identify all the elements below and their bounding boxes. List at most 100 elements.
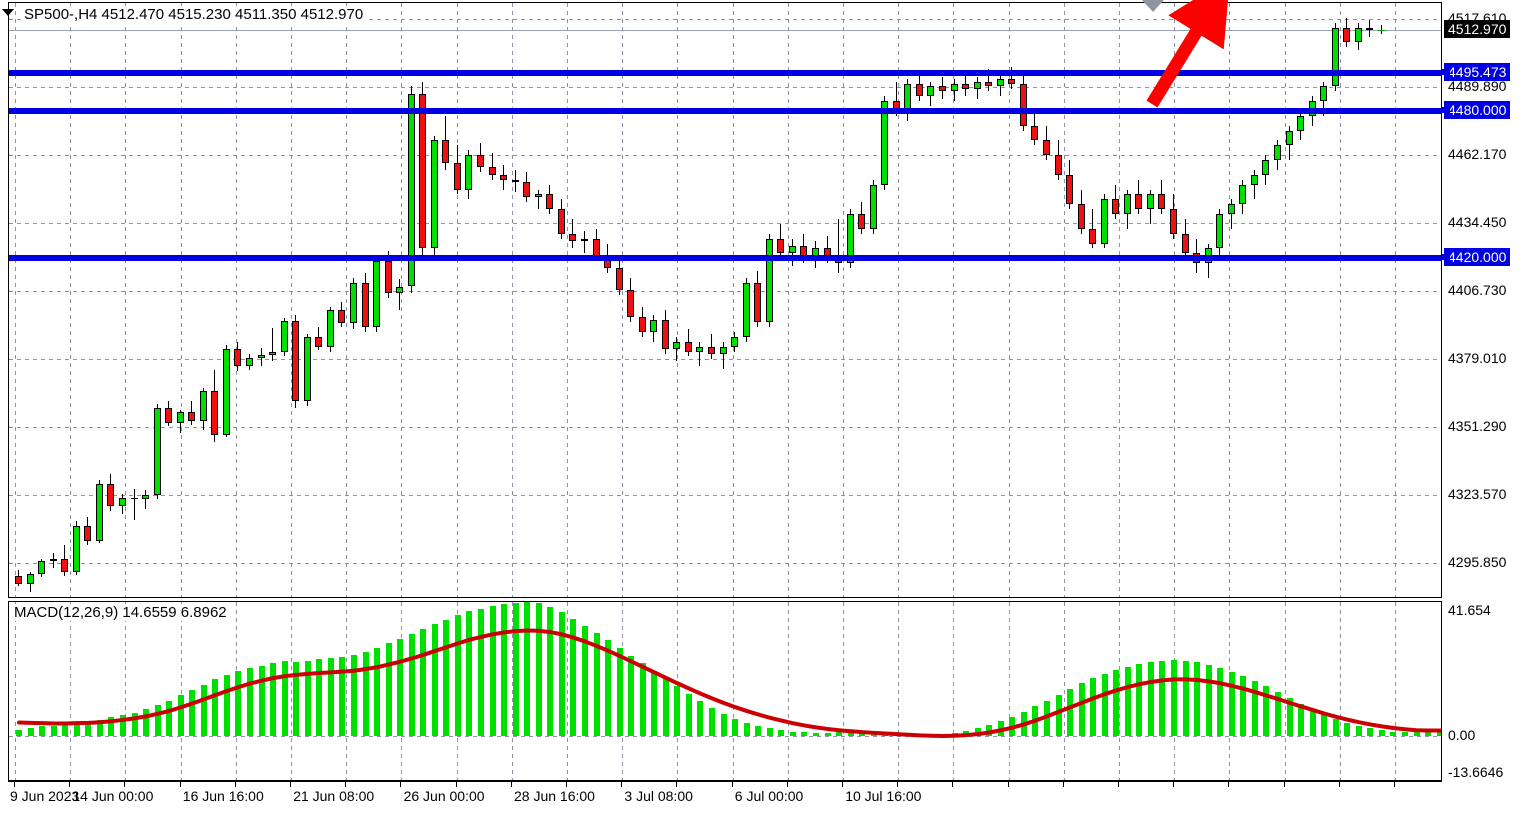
macd-indicator-panel[interactable] — [8, 601, 1442, 781]
candle-body-bearish — [1066, 174, 1074, 205]
candlestick — [523, 3, 531, 597]
candle-body-bearish — [315, 336, 323, 347]
candle-body-bearish — [188, 411, 196, 422]
candle-body-bearish — [939, 86, 946, 92]
time-axis-notch — [290, 782, 291, 787]
candlestick — [881, 3, 889, 597]
candle-body-bullish — [257, 355, 265, 358]
macd-vertical-gridline — [15, 602, 16, 780]
macd-histogram-bar — [1182, 660, 1189, 737]
level-price-badge[interactable]: 4495.473 — [1444, 63, 1511, 82]
candle-body-bearish — [858, 214, 866, 229]
candle-body-bearish — [477, 155, 484, 168]
price-level-line-4480.000[interactable] — [9, 108, 1441, 114]
vertical-gridline — [622, 3, 624, 597]
time-tick-label: 6 Jul 00:00 — [734, 788, 804, 804]
candlestick — [1377, 3, 1385, 597]
macd-histogram-bar — [235, 671, 242, 737]
macd-vertical-gridline — [291, 602, 292, 780]
price-y-axis[interactable]: 4517.610 4489.890 4462.170 4434.450 4406.730… — [1442, 2, 1526, 598]
vertical-gridline — [125, 3, 127, 597]
price-plot-area[interactable] — [9, 3, 1441, 597]
candle-body-bearish — [84, 525, 92, 541]
candlestick — [453, 3, 461, 597]
time-axis-notch — [69, 782, 71, 787]
level-axis-stub — [1442, 254, 1450, 261]
macd-histogram-bar — [558, 612, 565, 737]
time-tick-label: 16 Jun 16:00 — [182, 788, 264, 804]
candle-wick — [965, 71, 967, 97]
candlestick — [257, 3, 265, 597]
chart-collapse-triangle-icon[interactable] — [2, 9, 14, 16]
vertical-gridline — [235, 3, 237, 597]
candle-body-bullish — [396, 286, 404, 293]
time-axis-notch — [455, 782, 457, 787]
macd-histogram-bar — [535, 603, 542, 737]
price-level-line-4495.473[interactable] — [9, 70, 1441, 77]
candle-body-bearish — [107, 484, 115, 507]
horizontal-gridline — [9, 426, 1441, 428]
macd-histogram-bar — [1101, 673, 1108, 737]
macd-histogram-bar — [478, 608, 484, 737]
price-tick-label: 4489.890 — [1448, 77, 1507, 94]
macd-vertical-gridline — [511, 602, 513, 780]
macd-plot-area[interactable] — [9, 602, 1441, 780]
level-price-badge[interactable]: 4480.000 — [1444, 101, 1511, 119]
candlestick — [269, 3, 277, 597]
candle-wick — [1253, 169, 1255, 200]
current-price-badge[interactable]: 4512.970 — [1444, 20, 1511, 39]
price-tick-label: 4295.850 — [1448, 554, 1507, 570]
price-tick-label: 4379.010 — [1448, 349, 1507, 366]
candlestick — [165, 3, 173, 597]
candlestick — [1262, 3, 1270, 597]
price-chart-panel[interactable] — [8, 2, 1442, 598]
candle-body-bullish — [1100, 199, 1108, 244]
candlestick — [361, 3, 369, 597]
macd-histogram-bar — [96, 719, 103, 737]
candle-body-bearish — [1019, 84, 1027, 126]
vertical-gridline — [1339, 3, 1341, 597]
vertical-gridline — [677, 3, 679, 597]
macd-y-axis[interactable]: 41.654 0.00 -13.6646 — [1442, 601, 1526, 781]
candle-body-bearish — [638, 317, 646, 332]
candle-wick — [133, 489, 135, 520]
macd-histogram-bar — [547, 607, 554, 737]
candlestick — [1031, 3, 1039, 597]
candlestick — [315, 3, 323, 597]
macd-vertical-gridline — [567, 602, 568, 780]
time-x-axis[interactable]: 9 Jun 2023 14 Jun 00:00 16 Jun 16:00 21 Jun… — [8, 781, 1442, 813]
candle-body-bearish — [557, 209, 565, 234]
candlestick — [338, 3, 346, 597]
candlestick — [1320, 3, 1328, 597]
time-tick-label: 26 Jun 00:00 — [403, 788, 485, 804]
price-level-line-4420.000[interactable] — [9, 255, 1441, 262]
candle-body-bullish — [176, 411, 184, 423]
vertical-gridline — [1174, 3, 1176, 597]
macd-histogram-bar — [27, 727, 34, 737]
macd-histogram-bar — [258, 665, 265, 737]
candle-body-bullish — [1354, 27, 1362, 43]
vertical-gridline — [843, 3, 844, 597]
candle-body-bearish — [1054, 155, 1062, 175]
vertical-gridline — [1063, 3, 1065, 597]
macd-histogram-bar — [1263, 686, 1270, 737]
macd-histogram-bar — [1309, 709, 1316, 737]
candlestick — [1135, 3, 1143, 597]
candle-body-bullish — [1262, 160, 1270, 175]
candlestick — [1297, 3, 1305, 597]
candlestick — [49, 3, 57, 597]
candlestick — [1204, 3, 1212, 597]
candlestick — [1077, 3, 1085, 597]
candlestick — [1354, 3, 1362, 597]
candle-body-bearish — [1181, 233, 1189, 254]
level-axis-stub — [1442, 69, 1450, 76]
macd-vertical-gridline — [787, 602, 789, 780]
level-price-badge[interactable]: 4420.000 — [1444, 248, 1511, 267]
time-axis-notch — [1283, 782, 1285, 787]
candlestick — [222, 3, 230, 597]
candlestick — [1181, 3, 1189, 597]
candle-body-bearish — [211, 390, 219, 435]
macd-histogram-bar — [836, 732, 843, 737]
time-axis-notch — [566, 782, 567, 787]
time-axis-notch — [510, 782, 512, 787]
